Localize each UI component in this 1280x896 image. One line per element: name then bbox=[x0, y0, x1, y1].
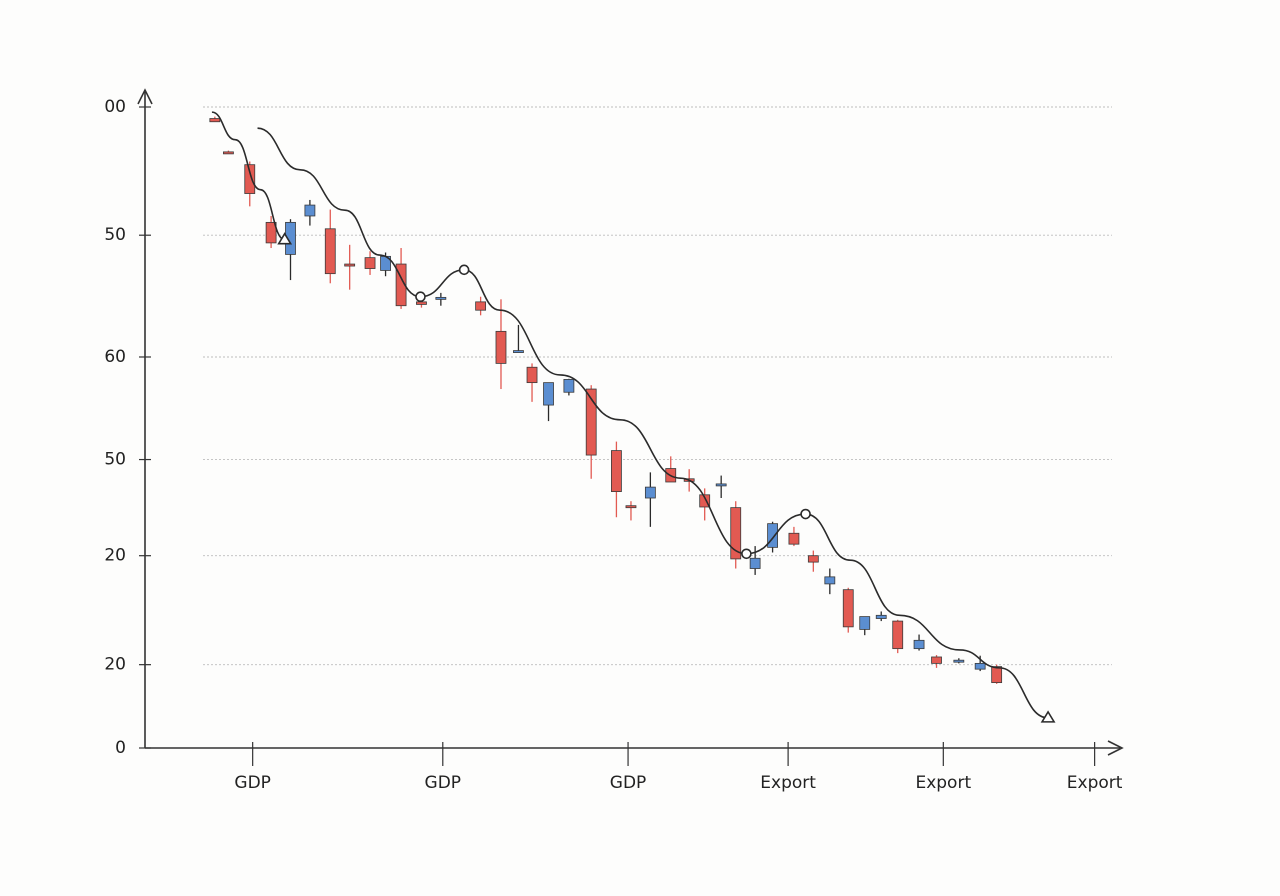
candle-body bbox=[324, 228, 336, 275]
candle-body bbox=[495, 330, 507, 364]
x-tick-label: GDP bbox=[425, 773, 462, 793]
x-tick-label: Export bbox=[1067, 773, 1123, 793]
y-tick-label: 60 bbox=[104, 347, 126, 367]
candle-body bbox=[953, 659, 965, 663]
candle-body bbox=[807, 555, 819, 563]
turning-point-marker bbox=[415, 291, 426, 303]
candle-body bbox=[223, 151, 234, 155]
axes: 00 50 60 50 20 20 0 GDP GDP GDP Export Export Export bbox=[104, 88, 1124, 793]
candle-body bbox=[265, 221, 277, 244]
candle-body bbox=[304, 204, 316, 217]
candle-body bbox=[395, 263, 407, 307]
y-tick-label: 0 bbox=[115, 738, 126, 758]
turning-point-marker bbox=[458, 264, 470, 276]
candle-body bbox=[730, 507, 742, 560]
y-tick-label: 50 bbox=[104, 225, 126, 245]
line-end-marker bbox=[1040, 710, 1056, 723]
candle-body bbox=[364, 257, 376, 269]
trend-line bbox=[257, 127, 1049, 719]
candle-body bbox=[974, 662, 986, 670]
grid bbox=[203, 106, 1112, 666]
x-tick-label: GDP bbox=[610, 773, 647, 793]
candle-body bbox=[513, 350, 524, 353]
turning-point-marker bbox=[800, 508, 811, 520]
plot-area bbox=[209, 111, 1056, 723]
candle-body bbox=[209, 118, 221, 123]
candle-body bbox=[931, 656, 942, 664]
line-end-marker bbox=[277, 232, 293, 245]
y-tick-label: 20 bbox=[104, 655, 126, 675]
candle-body bbox=[585, 388, 597, 456]
candle-body bbox=[611, 450, 622, 492]
candle-body bbox=[715, 483, 727, 487]
x-tick-label: Export bbox=[915, 773, 971, 793]
candle-body bbox=[749, 557, 761, 569]
trend-line bbox=[211, 111, 285, 241]
candle-body bbox=[991, 666, 1003, 684]
candle-body bbox=[475, 301, 487, 311]
candle-body bbox=[563, 379, 575, 393]
candle-body bbox=[625, 505, 637, 509]
candle-body bbox=[344, 263, 356, 267]
candle-body bbox=[416, 301, 427, 305]
y-tick-label: 20 bbox=[104, 546, 126, 566]
candle-body bbox=[913, 639, 925, 650]
x-tick-label: Export bbox=[760, 773, 816, 793]
x-axis-arrow bbox=[1107, 740, 1124, 756]
candle-body bbox=[842, 589, 854, 628]
candle-body bbox=[644, 486, 656, 499]
candle-body bbox=[526, 366, 538, 384]
candle-body bbox=[892, 620, 904, 650]
candle-body bbox=[824, 576, 836, 585]
y-axis-arrow bbox=[137, 88, 153, 105]
candle-body bbox=[543, 382, 554, 406]
y-tick-label: 50 bbox=[104, 450, 126, 470]
candle-body bbox=[699, 494, 711, 508]
candle-body bbox=[875, 614, 887, 619]
candle-body bbox=[244, 164, 256, 194]
x-tick-label: GDP bbox=[234, 773, 271, 793]
y-tick-label: 00 bbox=[104, 97, 126, 117]
turning-point-marker bbox=[741, 548, 752, 560]
candle-body bbox=[859, 616, 871, 630]
candle-body bbox=[767, 523, 778, 548]
candle-body bbox=[788, 532, 800, 545]
candle-body bbox=[435, 296, 447, 300]
